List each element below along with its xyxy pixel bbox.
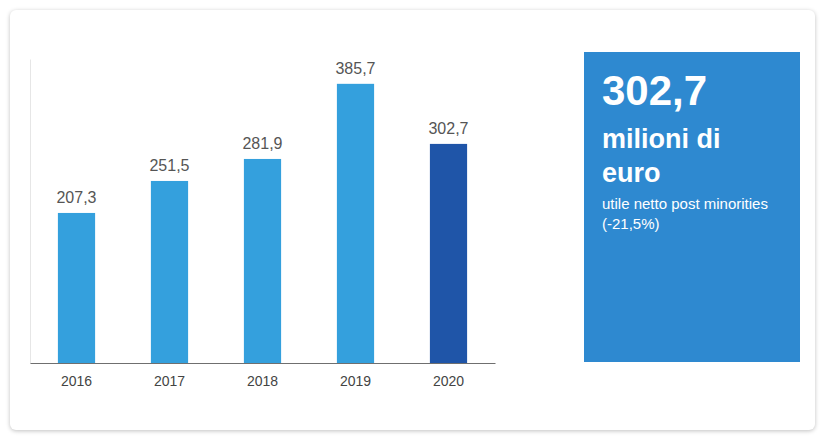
x-tick: 2017 <box>154 363 185 389</box>
bars <box>58 84 467 363</box>
x-tick-label: 2016 <box>61 373 92 389</box>
x-tick-label: 2019 <box>340 373 371 389</box>
x-tick: 2020 <box>433 363 464 389</box>
summary-box: 302,7 milioni di euroutile netto post min… <box>584 52 800 362</box>
y-axis-line <box>30 60 31 364</box>
data-label: 251,5 <box>149 157 189 174</box>
x-tick: 2016 <box>61 363 92 389</box>
x-axis: 2016 2017 2018 2019 2020 <box>31 363 496 389</box>
data-labels: 207,3 251,5 281,9 385,7 302,7 <box>56 60 468 206</box>
x-tick: 2019 <box>340 363 371 389</box>
x-axis-line <box>31 363 496 364</box>
summary-unit: milioni di euro <box>602 122 752 190</box>
bar <box>430 144 467 363</box>
summary-note: utile netto post minorities (-21,5%) <box>602 194 772 234</box>
data-label: 281,9 <box>242 135 282 152</box>
bar <box>58 213 95 363</box>
bar <box>151 181 188 363</box>
x-tick: 2018 <box>247 363 278 389</box>
data-label: 302,7 <box>428 120 468 137</box>
summary-value: 302,7 <box>602 66 782 116</box>
x-tick-label: 2017 <box>154 373 185 389</box>
x-tick-label: 2020 <box>433 373 464 389</box>
bar <box>244 159 281 363</box>
y-axis <box>30 60 31 364</box>
data-label: 385,7 <box>335 60 375 77</box>
data-label: 207,3 <box>56 189 96 206</box>
bar <box>337 84 374 363</box>
x-tick-label: 2018 <box>247 373 278 389</box>
